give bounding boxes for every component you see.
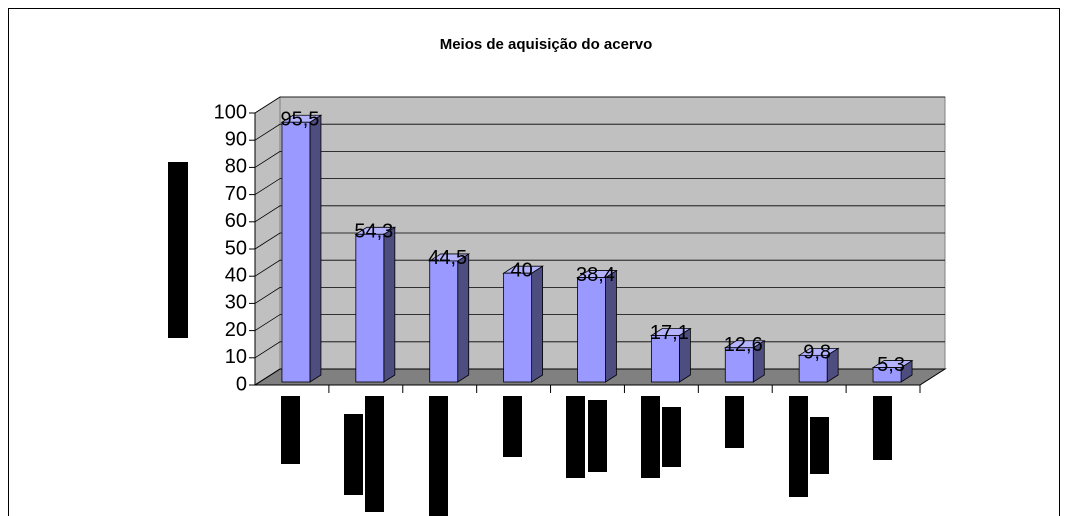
grid-line — [254, 150, 945, 168]
grid-line — [254, 205, 945, 223]
bar — [577, 277, 606, 383]
grid-line — [254, 259, 945, 277]
bar — [503, 272, 533, 383]
grid-line — [254, 178, 945, 195]
y-tick-label: 10 — [225, 346, 247, 368]
y-tick-label: 20 — [225, 319, 247, 341]
data-label: 5,3 — [877, 354, 905, 376]
data-label: 44,5 — [428, 247, 467, 269]
data-label: 95,5 — [280, 109, 319, 131]
bar — [429, 260, 459, 383]
data-label: 40 — [510, 259, 532, 281]
grid-line — [254, 341, 945, 359]
bar — [281, 121, 311, 383]
bar-side — [531, 265, 544, 383]
bar — [355, 233, 385, 383]
redacted-category-labels — [281, 396, 892, 516]
grid-line — [254, 232, 945, 250]
chart-title: Meios de aquisição do acervo — [440, 36, 653, 53]
grid-line — [254, 314, 945, 331]
bar — [650, 335, 680, 383]
bar — [724, 347, 754, 383]
data-label: 17,1 — [650, 322, 689, 344]
y-tick-label: 0 — [236, 373, 247, 395]
y-tick-label: 80 — [225, 156, 247, 178]
data-label: 12,6 — [724, 334, 763, 356]
grid-line — [254, 123, 945, 141]
data-label: 54,3 — [354, 221, 393, 243]
y-tick-label: 90 — [225, 128, 247, 150]
bar — [872, 367, 902, 383]
y-tick-label: 40 — [225, 264, 247, 286]
y-tick-label: 50 — [225, 237, 247, 259]
data-label: 9,8 — [803, 342, 831, 364]
bar-side — [605, 269, 617, 383]
redacted-axis-title — [168, 162, 188, 338]
bar-side — [309, 114, 322, 383]
grid-line — [254, 368, 945, 386]
y-tick-label: 100 — [214, 101, 247, 123]
y-tick-label: 60 — [225, 210, 247, 232]
bar-side — [457, 253, 470, 383]
bar — [798, 354, 828, 383]
y-tick-label: 30 — [225, 292, 247, 314]
grid-line — [254, 96, 945, 114]
y-tick-label: 70 — [225, 183, 247, 205]
data-label: 38,4 — [576, 264, 615, 286]
grid-line — [254, 286, 945, 304]
bar-side — [383, 226, 396, 383]
